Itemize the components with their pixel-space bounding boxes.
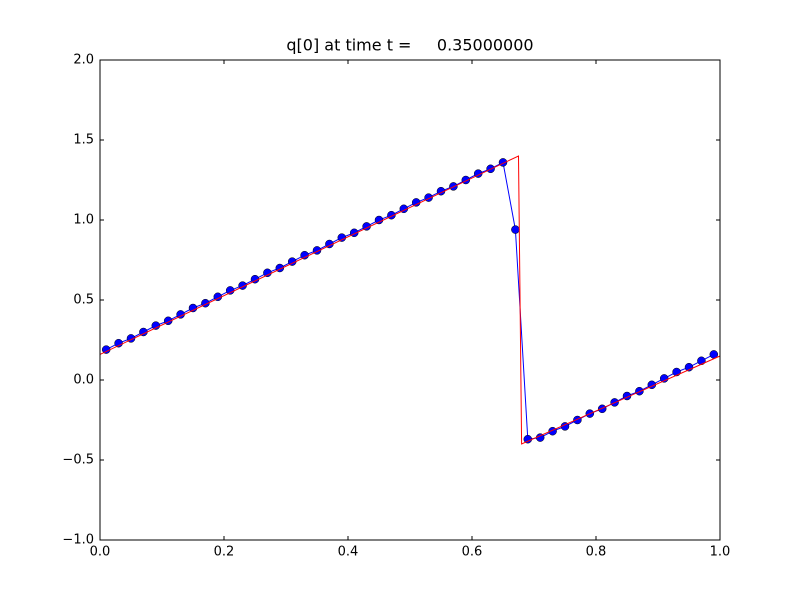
y-tick-label: 1.0	[73, 213, 94, 228]
y-tick-label: −0.5	[62, 453, 94, 468]
data-point	[597, 404, 607, 414]
data-point	[300, 250, 309, 260]
x-tick-label: 0.6	[462, 545, 483, 560]
data-point	[263, 268, 272, 278]
data-point	[374, 215, 384, 225]
y-tick-label: 2.0	[73, 53, 94, 68]
data-point	[411, 198, 421, 207]
data-point	[337, 233, 347, 242]
y-tick-label: 0.0	[73, 373, 94, 388]
y-tick-label: −1.0	[62, 533, 94, 548]
x-tick-label: 1.0	[710, 545, 731, 560]
y-tick-label: 0.5	[73, 293, 94, 308]
chart-title: q[0] at time t = 0.35000000	[286, 36, 533, 55]
y-tick-label: 1.5	[73, 133, 94, 148]
x-tick-label: 0.0	[90, 545, 111, 560]
x-tick-label: 0.2	[214, 545, 235, 560]
x-tick-label: 0.4	[338, 545, 359, 560]
data-line	[99, 155, 721, 445]
x-tick-label: 0.8	[586, 545, 607, 560]
data-point	[511, 225, 520, 234]
data-point	[635, 386, 644, 396]
data-point	[697, 356, 706, 366]
